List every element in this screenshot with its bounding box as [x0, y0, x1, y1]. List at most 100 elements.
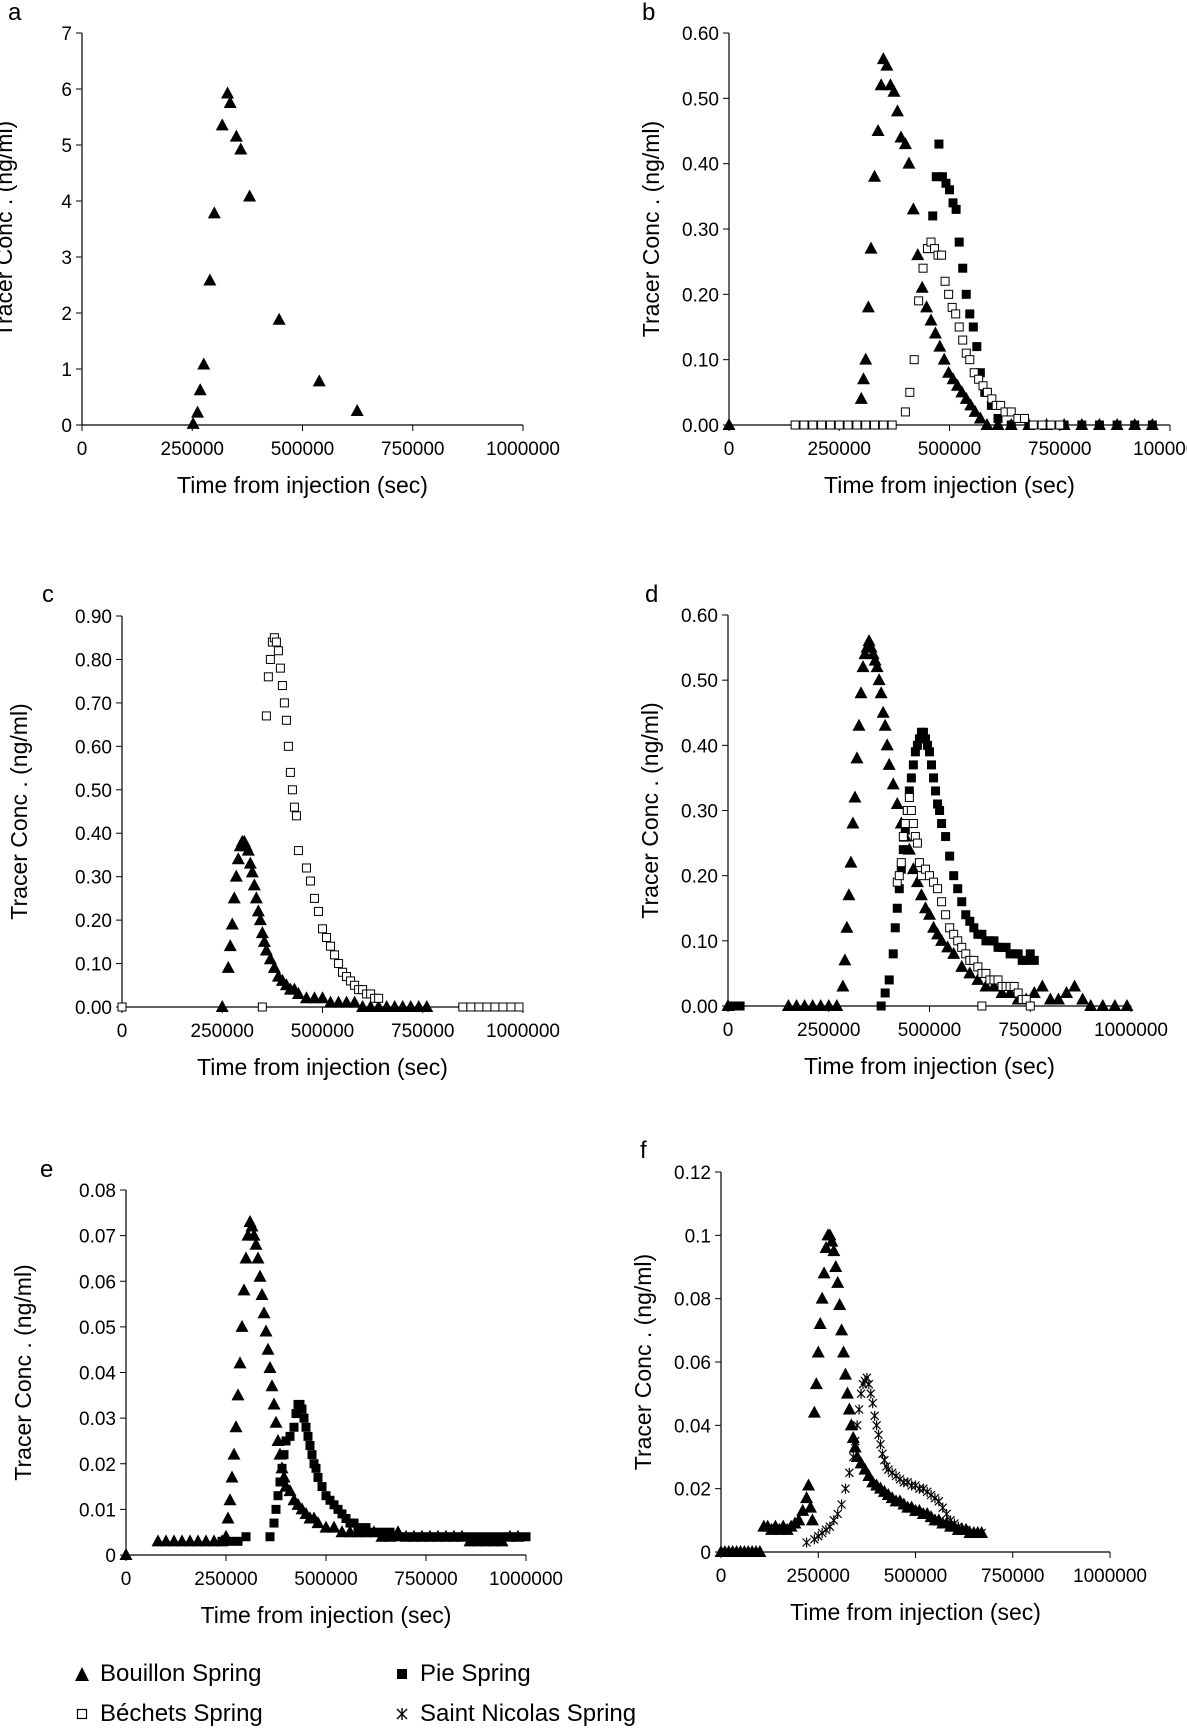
series-pie-spring: [217, 1399, 531, 1546]
data-point: [327, 1520, 341, 1533]
data-point: [973, 411, 987, 424]
data-point: [937, 897, 947, 907]
data-point: [215, 118, 229, 131]
data-point: [941, 940, 955, 953]
data-point: [937, 250, 947, 260]
data-point: [191, 405, 205, 418]
data-point: [277, 681, 287, 691]
chart-panel-d: d 0.00 0.10 0.20 0.30 0.40 0.50 0.60 0 250000 5000…: [637, 581, 1168, 1079]
data-point: [449, 1532, 459, 1542]
data-point: [289, 802, 299, 812]
data-point: [513, 1532, 523, 1542]
data-point: [273, 1491, 283, 1501]
x-tick-label: 1000000: [486, 439, 560, 460]
data-point: [850, 751, 864, 764]
data-point: [815, 1291, 829, 1304]
data-point: [291, 811, 301, 821]
data-point: [874, 686, 888, 699]
y-tick-label: 0.90: [75, 607, 112, 628]
x-tick-label: 250000: [161, 439, 224, 460]
y-tick-label: 0.40: [681, 736, 718, 757]
data-point: [247, 878, 261, 891]
data-point: [937, 819, 947, 829]
data-point: [874, 78, 888, 91]
series-b-chets-spring: [790, 237, 1065, 430]
chart-panel-e: e 0 0.01 0.02 0.03 0.04 0.05 0.06 0.07 0.08 0 25000…: [10, 1156, 563, 1628]
data-point: [963, 966, 977, 979]
y-tick-label: 0.50: [75, 781, 112, 802]
data-point: [301, 1422, 311, 1432]
data-point: [1035, 979, 1049, 992]
data-point: [859, 352, 873, 365]
data-point: [977, 1001, 987, 1011]
data-point: [272, 312, 286, 325]
data-point: [833, 1298, 847, 1310]
data-point: [937, 172, 947, 182]
x-tick-label: 500000: [898, 1020, 961, 1041]
x-tick-label: 250000: [191, 1021, 254, 1042]
data-point: [928, 211, 938, 221]
y-tick-label: 0.01: [79, 1500, 116, 1521]
data-point: [933, 884, 943, 894]
x-tick-label: 0: [117, 1021, 128, 1042]
data-point: [908, 760, 918, 770]
data-point: [1025, 949, 1035, 959]
data-point: [1003, 985, 1017, 998]
data-point: [1019, 413, 1029, 423]
y-axis-label: Tracer Conc . (ng/ml): [6, 703, 32, 919]
data-point: [844, 855, 858, 868]
y-tick-label: 0: [61, 416, 72, 437]
data-point: [933, 339, 947, 352]
data-point: [854, 686, 868, 699]
data-point: [227, 891, 241, 904]
data-point: [313, 906, 323, 916]
data-point: [249, 1237, 263, 1250]
square-filled-icon: [397, 1669, 407, 1679]
data-point: [846, 816, 860, 829]
data-point: [915, 280, 929, 293]
x-tick-label: 750000: [981, 1566, 1044, 1587]
data-point: [497, 1532, 507, 1542]
data-point: [882, 757, 896, 770]
data-point: [269, 1415, 283, 1428]
x-tick-label: 750000: [391, 1021, 454, 1042]
y-tick-label: 5: [61, 136, 72, 157]
data-point: [281, 715, 291, 725]
data-point: [938, 1502, 948, 1513]
data-point: [922, 740, 932, 750]
data-point: [473, 1532, 483, 1542]
data-point: [957, 897, 967, 907]
data-point: [868, 1398, 878, 1409]
series-b-chets-spring: [117, 633, 524, 1012]
data-point: [864, 1379, 874, 1390]
data-point: [287, 785, 297, 795]
data-point: [325, 1495, 335, 1505]
data-point: [993, 413, 1003, 423]
data-point: [914, 296, 924, 306]
data-point: [896, 864, 906, 874]
x-axis-label: Time from injection (sec): [201, 1602, 452, 1628]
y-tick-label: 0.80: [75, 650, 112, 671]
data-point: [229, 869, 243, 882]
data-point: [261, 711, 271, 721]
y-tick-label: 1: [61, 360, 72, 381]
x-tick-label: 500000: [918, 439, 981, 460]
series-bouillon-spring: [215, 834, 434, 1012]
data-point: [842, 888, 856, 901]
x-tick-label: 750000: [394, 1569, 457, 1590]
y-tick-label: 0.30: [681, 802, 718, 823]
data-point: [1006, 420, 1016, 430]
data-point: [465, 1532, 475, 1542]
y-tick-label: 2: [61, 304, 72, 325]
data-point: [894, 884, 904, 894]
data-point: [941, 178, 951, 188]
y-tick-label: 0.20: [682, 285, 719, 306]
data-point: [898, 832, 908, 842]
data-point: [401, 1532, 411, 1542]
data-point: [311, 1516, 325, 1529]
data-point: [1013, 949, 1023, 959]
data-point: [866, 1388, 876, 1399]
data-point: [880, 58, 894, 71]
data-point: [910, 747, 920, 757]
